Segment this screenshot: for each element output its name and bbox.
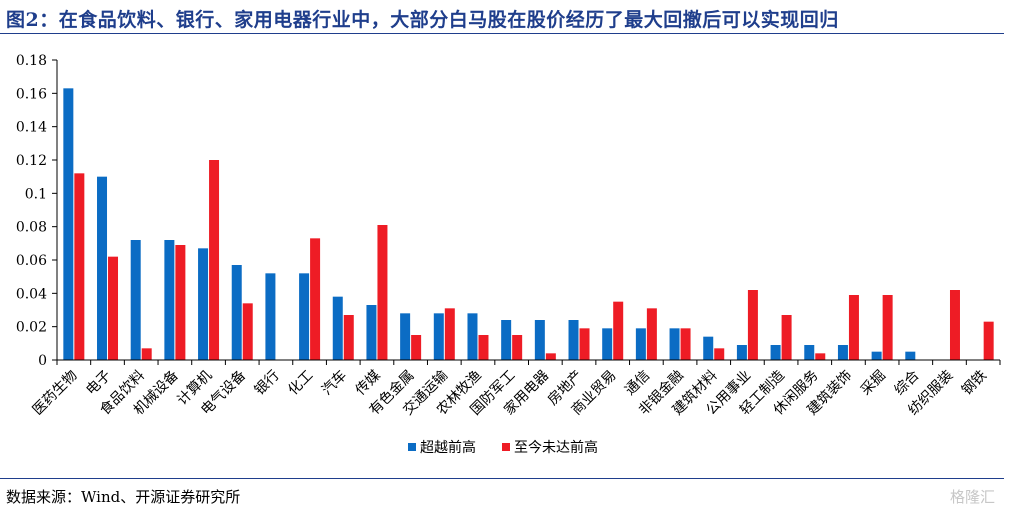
bar-exceeded-high <box>231 265 242 360</box>
y-tick-label: 0.14 <box>16 120 47 136</box>
bar-exceeded-high <box>736 345 747 360</box>
bar-not-yet-high <box>747 290 758 360</box>
title-divider <box>0 33 1004 34</box>
x-tick-label: 医药生物 <box>30 368 81 419</box>
bar-not-yet-high <box>209 160 220 360</box>
bar-exceeded-high <box>568 320 579 360</box>
legend-label: 超越前高 <box>420 439 476 456</box>
legend-swatch <box>408 443 416 451</box>
bar-exceeded-high <box>366 305 377 360</box>
bar-not-yet-high <box>108 256 119 360</box>
bar-exceeded-high <box>837 345 848 360</box>
bar-not-yet-high <box>815 353 826 360</box>
bar-not-yet-high <box>74 173 85 360</box>
legend: 超越前高 至今未达前高 <box>408 439 598 456</box>
bar-not-yet-high <box>579 328 590 360</box>
bar-exceeded-high <box>63 88 74 361</box>
y-tick-label: 0.04 <box>16 286 47 302</box>
bar-exceeded-high <box>332 296 343 360</box>
y-tick-label: 0.1 <box>25 186 47 202</box>
bar-not-yet-high <box>141 348 152 360</box>
bar-not-yet-high <box>781 315 792 360</box>
y-tick-label: 0.08 <box>16 220 47 236</box>
x-tick-label: 化工 <box>285 368 316 399</box>
bar-not-yet-high <box>613 301 624 360</box>
bar-not-yet-high <box>411 335 422 360</box>
bar-not-yet-high <box>175 245 186 360</box>
source-note: 数据来源：Wind、开源证券研究所 <box>6 488 241 506</box>
bar-exceeded-high <box>669 328 680 360</box>
bar-not-yet-high <box>882 295 893 360</box>
bar-not-yet-high <box>478 335 489 360</box>
bar-not-yet-high <box>680 328 691 360</box>
bar-not-yet-high <box>714 348 725 360</box>
watermark: 格隆汇 <box>949 488 995 506</box>
legend-swatch <box>502 443 510 451</box>
bars <box>63 88 994 361</box>
bar-exceeded-high <box>130 240 141 360</box>
bar-exceeded-high <box>635 328 646 360</box>
bar-exceeded-high <box>433 313 444 360</box>
bar-not-yet-high <box>377 225 388 360</box>
x-tick-label: 汽车 <box>318 367 350 399</box>
x-tick-label: 银行 <box>252 368 283 399</box>
bar-chart: 0 0.02 0.04 0.06 0.08 0.1 0.12 0.14 0.16 0.18 医药生… <box>16 53 1001 456</box>
y-tick-label: 0 <box>38 353 47 369</box>
source-divider <box>0 478 1004 479</box>
bar-not-yet-high <box>949 290 960 360</box>
x-tick-label: 采掘 <box>858 368 889 399</box>
bar-exceeded-high <box>703 336 714 360</box>
bar-exceeded-high <box>467 313 478 360</box>
bar-exceeded-high <box>804 345 815 360</box>
bar-exceeded-high <box>501 320 512 360</box>
bar-exceeded-high <box>299 273 310 360</box>
bar-not-yet-high <box>242 303 253 360</box>
bar-exceeded-high <box>164 240 175 360</box>
bar-exceeded-high <box>97 176 108 360</box>
bar-exceeded-high <box>602 328 613 360</box>
y-axis: 0 0.02 0.04 0.06 0.08 0.1 0.12 0.14 0.16 0.18 <box>16 53 58 369</box>
bar-exceeded-high <box>905 351 916 360</box>
bar-exceeded-high <box>265 273 276 360</box>
y-tick-label: 0.06 <box>16 253 47 269</box>
bar-not-yet-high <box>848 295 859 360</box>
bar-not-yet-high <box>512 335 523 360</box>
bar-exceeded-high <box>770 345 781 360</box>
legend-label: 至今未达前高 <box>514 439 598 456</box>
y-tick-label: 0.02 <box>16 320 47 336</box>
bar-exceeded-high <box>400 313 411 360</box>
bar-not-yet-high <box>545 353 556 360</box>
x-tick-label: 钢铁 <box>959 368 990 399</box>
bar-not-yet-high <box>983 321 994 360</box>
bar-exceeded-high <box>198 248 209 360</box>
bar-exceeded-high <box>534 320 545 360</box>
bar-exceeded-high <box>871 351 882 360</box>
y-tick-label: 0.16 <box>16 86 47 102</box>
chart-title: 图2：在食品饮料、银行、家用电器行业中，大部分白马股在股价经历了最大回撤后可以实… <box>6 9 839 31</box>
y-tick-label: 0.18 <box>16 53 47 69</box>
bar-not-yet-high <box>310 238 321 360</box>
y-tick-label: 0.12 <box>16 153 47 169</box>
bar-not-yet-high <box>444 308 455 360</box>
bar-not-yet-high <box>343 315 354 360</box>
bar-not-yet-high <box>646 308 657 360</box>
